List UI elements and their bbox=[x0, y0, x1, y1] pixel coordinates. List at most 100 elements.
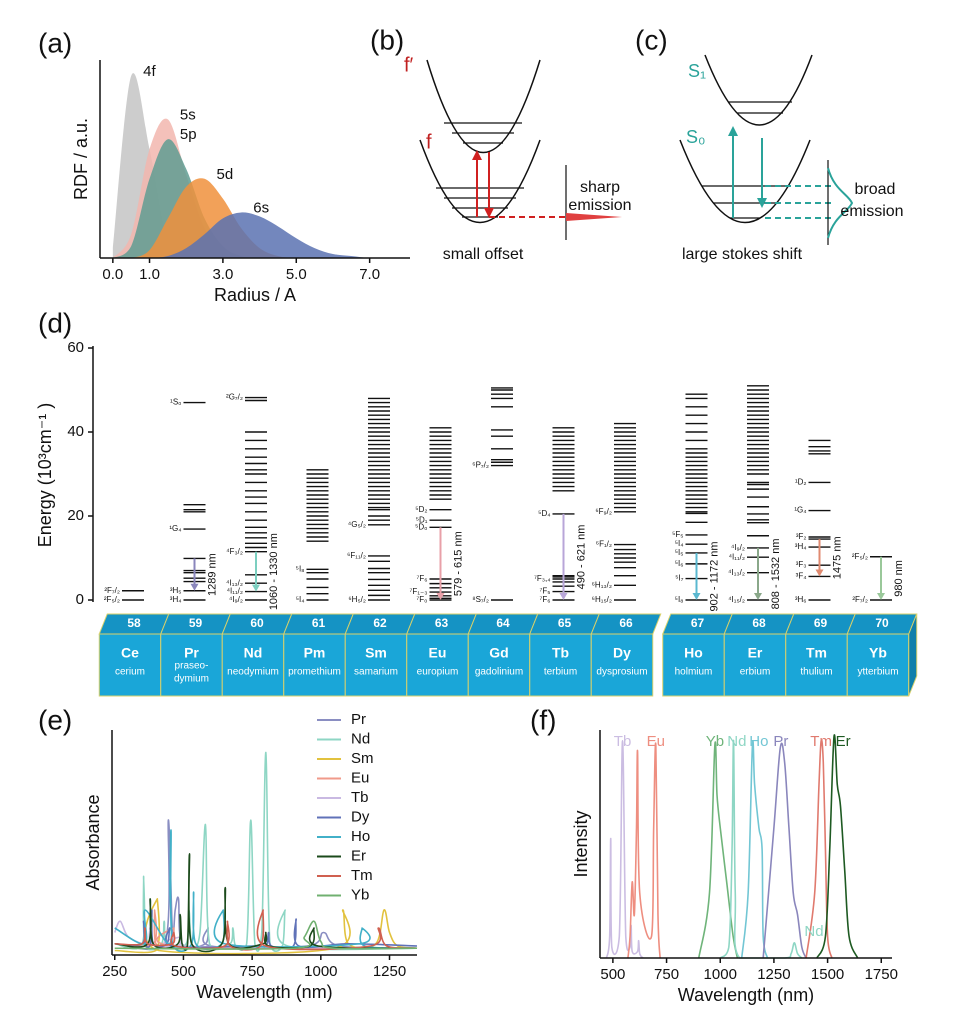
term-label: ²F₇/₂ bbox=[852, 595, 868, 604]
element-number: 60 bbox=[250, 616, 264, 630]
broad-peak bbox=[827, 167, 854, 239]
term-label: ⁶F₉/₂ bbox=[595, 507, 612, 516]
emission-label: 902 - 1172 nm bbox=[708, 541, 720, 611]
element-front bbox=[723, 633, 787, 697]
term-label: ¹D₂ bbox=[795, 478, 807, 487]
term-label: ⁵D₀ bbox=[415, 522, 427, 531]
element-number: 67 bbox=[691, 616, 705, 630]
y-axis-label: RDF / a.u. bbox=[71, 118, 91, 200]
term-label: ⁴I₁₁/₂ bbox=[729, 552, 745, 561]
term-label: ⁵D₄ bbox=[538, 509, 550, 518]
term-label: ³F₃ bbox=[796, 560, 807, 569]
x-tick-label: 3.0 bbox=[212, 266, 233, 283]
term-label: ⁴I₁₅/₂ bbox=[728, 595, 745, 604]
term-label: ⁶P₇/₂ bbox=[472, 461, 489, 470]
element-number: 61 bbox=[312, 616, 326, 630]
element-symbol: Pr bbox=[184, 645, 199, 661]
element-symbol: Ho bbox=[684, 645, 703, 661]
term-label: ⁸S₇/₂ bbox=[472, 595, 489, 604]
element-name: samarium bbox=[354, 667, 398, 678]
arrow-heads bbox=[728, 126, 767, 208]
element-name: holmium bbox=[675, 667, 713, 678]
element-name: dysprosium bbox=[596, 667, 647, 678]
upper-label: f′ bbox=[404, 54, 414, 76]
panel-label: (b) bbox=[370, 24, 404, 55]
x-axis-label: Wavelength (nm) bbox=[196, 982, 332, 1002]
transition-arrows bbox=[476, 152, 582, 218]
x-axis-label: Wavelength (nm) bbox=[678, 985, 814, 1005]
term-label: ²F₇/₂ bbox=[104, 586, 120, 595]
levels bbox=[436, 122, 524, 218]
emission-label: 1060 - 1330 nm bbox=[268, 533, 280, 610]
x-tick-label: 1000 bbox=[704, 966, 737, 983]
series-label: Yb bbox=[706, 733, 724, 750]
lower-curve bbox=[419, 139, 541, 223]
term-label: ²F₅/₂ bbox=[104, 595, 120, 604]
legend-label: Sm bbox=[351, 750, 374, 767]
line bbox=[114, 829, 418, 953]
line bbox=[816, 734, 859, 959]
element-symbol: Dy bbox=[613, 645, 631, 661]
line bbox=[719, 740, 803, 959]
term-label: ²G₇/₂ bbox=[226, 393, 243, 402]
term-label: ³F₄ bbox=[796, 572, 807, 581]
line bbox=[114, 897, 418, 955]
element-front bbox=[406, 633, 469, 697]
transition-arrows bbox=[732, 134, 832, 219]
term-label: ⁷F₁₋₃ bbox=[410, 587, 428, 596]
arrow-head bbox=[877, 593, 885, 600]
x-tick-label: 500 bbox=[600, 966, 625, 983]
term-label: ⁴I₁₃/₂ bbox=[728, 568, 745, 577]
element-number: 69 bbox=[814, 616, 828, 630]
series-label: Ho bbox=[749, 733, 768, 750]
term-label: ⁴I₁₁/₂ bbox=[227, 587, 243, 596]
panel-b: (b) f′ f sharp emission small offset bbox=[370, 24, 632, 263]
element-front bbox=[467, 633, 531, 697]
arrow-head bbox=[754, 593, 762, 600]
series-label: 4f bbox=[143, 63, 156, 80]
element-name: promethium bbox=[288, 667, 341, 678]
panel-label: (c) bbox=[635, 24, 668, 55]
element-name: cerium bbox=[115, 667, 145, 678]
line bbox=[114, 751, 418, 952]
element-number: 68 bbox=[752, 616, 766, 630]
term-label: ⁵I₇ bbox=[675, 574, 684, 583]
sharp-peak bbox=[566, 213, 622, 221]
term-label: ¹S₀ bbox=[170, 398, 181, 407]
lower-label: f bbox=[426, 131, 432, 153]
element-symbol: Tm bbox=[806, 645, 827, 661]
element-symbol: Nd bbox=[244, 645, 263, 661]
term-label: ⁶H₅/₂ bbox=[348, 595, 366, 604]
series-label: Tm bbox=[810, 733, 832, 750]
x-tick-label: 750 bbox=[240, 963, 265, 980]
series-label: Eu bbox=[647, 733, 665, 750]
element-symbol: Sm bbox=[365, 645, 387, 661]
x-tick-label: 0.0 bbox=[102, 266, 123, 283]
term-label: ⁶H₁₃/₂ bbox=[592, 580, 612, 589]
table-side bbox=[908, 613, 918, 697]
element-symbol: Eu bbox=[429, 645, 447, 661]
area bbox=[112, 212, 388, 258]
area bbox=[112, 178, 388, 258]
element-number: 65 bbox=[558, 616, 572, 630]
legend-label: Dy bbox=[351, 808, 370, 825]
line bbox=[697, 741, 739, 959]
term-label: ⁷F₆ bbox=[539, 595, 550, 604]
element-symbol: Yb bbox=[869, 645, 887, 661]
element-front bbox=[662, 633, 725, 697]
element-symbol: Ce bbox=[121, 645, 139, 661]
y-axis-label: Energy (10³cm⁻¹ ) bbox=[35, 403, 55, 548]
line bbox=[740, 740, 769, 959]
term-label: ⁵I₅ bbox=[675, 548, 684, 557]
x-tick-label: 7.0 bbox=[359, 266, 380, 283]
term-label: ⁵D₁ bbox=[416, 515, 428, 524]
x-tick-label: 1500 bbox=[811, 966, 844, 983]
arrow-head bbox=[559, 593, 568, 600]
panel-label: (f) bbox=[530, 704, 556, 735]
emission-label: 579 - 615 nm bbox=[452, 531, 464, 596]
legend-label: Er bbox=[351, 847, 366, 864]
element-name: praseo- bbox=[175, 661, 209, 672]
x-tick-label: 1250 bbox=[373, 963, 406, 980]
legend-label: Ho bbox=[351, 828, 370, 845]
element-name: terbium bbox=[544, 667, 577, 678]
